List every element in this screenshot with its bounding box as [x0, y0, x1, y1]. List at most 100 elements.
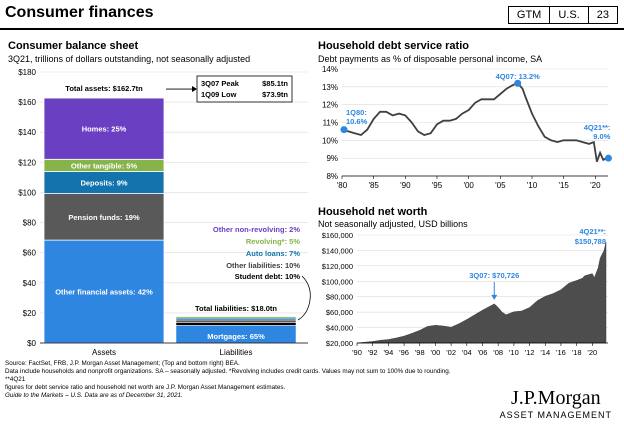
networth-peak-arrow-head: [491, 294, 498, 300]
balance-y-tick-label: $100: [18, 188, 36, 197]
debt-x-tick-label: '80: [337, 181, 348, 190]
debt-x-tick-label: '10: [527, 181, 538, 190]
balance-y-tick-label: $160: [18, 98, 36, 107]
networth-x-tick-label: '16: [556, 348, 566, 357]
networth-end-label: 4Q21**:: [579, 227, 606, 236]
debt-x-tick-label: '20: [590, 181, 601, 190]
debt-service-subtitle: Debt payments as % of disposable persona…: [318, 54, 543, 64]
asset-segment-label: Homes: 25%: [82, 125, 127, 134]
networth-x-tick-label: '92: [368, 348, 378, 357]
debt-peak-label: 4Q07: 13.2%: [496, 72, 541, 81]
data-note-2: figures for debt service ratio and house…: [5, 384, 286, 391]
peak-label: 3Q07 Peak: [201, 79, 240, 88]
networth-end-value: $150,788: [575, 237, 606, 246]
debt-end-label: 4Q21**:: [584, 123, 611, 132]
tag-page-number: 23: [588, 6, 618, 24]
peak-value: $85.1tn: [262, 79, 288, 88]
networth-y-tick-label: $140,000: [322, 246, 353, 255]
jpmorgan-logo: J.P.Morgan ASSET MANAGEMENT: [500, 387, 612, 420]
networth-x-tick-label: '08: [493, 348, 503, 357]
net-worth-area: [356, 242, 607, 344]
liability-segment-label: Revolving*: 5%: [246, 237, 301, 246]
balance-y-tick-label: $180: [18, 68, 36, 77]
liability-segment-label: Other liabilities: 10%: [226, 261, 300, 270]
header-tags: GTM U.S. 23: [507, 6, 618, 24]
tag-gtm: GTM: [507, 6, 551, 24]
debt-y-tick-label: 14%: [322, 65, 338, 74]
data-note-1: Data include households and nonprofit or…: [5, 368, 451, 383]
logo-wordmark: J.P.Morgan: [510, 387, 601, 409]
header-rule: [0, 28, 624, 30]
debt-start-value: 10.6%: [346, 117, 368, 126]
networth-x-tick-label: '90: [352, 348, 362, 357]
balance-title: Consumer balance sheet: [8, 40, 139, 52]
guide-note: Guide to the Markets – U.S. Data are as …: [5, 392, 183, 399]
debt-x-tick-label: '05: [495, 181, 506, 190]
debt-start-label: 1Q80:: [346, 108, 367, 117]
footer-notes: Source: FactSet, FRB, J.P. Morgan Asset …: [5, 360, 455, 400]
net-worth-title: Household net worth: [318, 206, 428, 218]
category-label-liabilities: Liabilities: [220, 348, 253, 357]
peak-arrow-head: [192, 86, 197, 93]
liability-bracket: [297, 275, 311, 321]
debt-y-tick-label: 11%: [323, 119, 338, 128]
networth-y-tick-label: $120,000: [322, 262, 353, 271]
liability-mortgages-label: Mortgages: 65%: [207, 332, 265, 341]
page-title: Consumer finances: [5, 4, 154, 21]
networth-y-tick-label: $100,000: [322, 277, 353, 286]
debt-x-tick-label: '15: [558, 181, 569, 190]
balance-y-tick-label: $60: [23, 249, 37, 258]
liability-segment-label: Other non-revolving: 2%: [213, 225, 300, 234]
debt-y-tick-label: 12%: [322, 101, 338, 110]
debt-x-tick-label: '90: [400, 181, 411, 190]
liability-segment: [175, 322, 297, 326]
liability-segment: [175, 317, 297, 321]
low-label: 1Q09 Low: [201, 90, 237, 99]
networth-y-tick-label: $40,000: [326, 324, 353, 333]
tag-region: U.S.: [550, 6, 589, 24]
debt-x-tick-label: '95: [432, 181, 443, 190]
networth-x-tick-label: '94: [383, 348, 393, 357]
balance-y-tick-label: $120: [18, 158, 36, 167]
networth-x-tick-label: '04: [462, 348, 472, 357]
total-assets-label: Total assets: $162.7tn: [65, 84, 143, 93]
networth-x-tick-label: '20: [587, 348, 597, 357]
balance-y-tick-label: $140: [18, 128, 36, 137]
networth-x-tick-label: '02: [446, 348, 456, 357]
asset-segment-label: Other financial assets: 42%: [55, 288, 153, 297]
networth-x-tick-label: '96: [399, 348, 409, 357]
networth-y-tick-label: $60,000: [326, 308, 353, 317]
liability-segment-label: Student debt: 10%: [235, 272, 301, 281]
networth-x-tick-label: '18: [572, 348, 582, 357]
networth-x-tick-label: '12: [525, 348, 535, 357]
networth-y-tick-label: $20,000: [326, 339, 353, 348]
debt-y-tick-label: 10%: [322, 136, 338, 145]
balance-y-tick-label: $0: [27, 339, 36, 348]
asset-segment: [43, 239, 165, 344]
balance-y-tick-label: $20: [23, 309, 37, 318]
networth-y-tick-label: $80,000: [326, 293, 353, 302]
debt-service-line: [341, 82, 607, 163]
debt-end-value: 9.0%: [593, 132, 610, 141]
debt-service-title: Household debt service ratio: [318, 40, 469, 52]
debt-x-tick-label: '85: [368, 181, 379, 190]
net-worth-subtitle: Not seasonally adjusted, USD billions: [318, 219, 468, 229]
peak-low-box: [196, 75, 293, 103]
debt-y-tick-label: 8%: [326, 172, 338, 181]
debt-x-tick-label: '00: [463, 181, 474, 190]
networth-peak-label: 3Q07: $70,726: [469, 271, 519, 280]
category-label-assets: Assets: [92, 348, 116, 357]
networth-x-tick-label: '06: [478, 348, 488, 357]
total-liabilities-label: Total liabilities: $18.0tn: [195, 304, 277, 313]
low-value: $73.9tn: [262, 90, 288, 99]
debt-y-tick-label: 9%: [326, 154, 338, 163]
networth-x-tick-label: '98: [415, 348, 425, 357]
liability-segment: [175, 315, 297, 317]
debt-end-marker: [604, 154, 612, 162]
debt-y-tick-label: 13%: [322, 83, 338, 92]
asset-segment-label: Pension funds: 19%: [68, 213, 140, 222]
balance-y-tick-label: $80: [23, 219, 37, 228]
networth-x-tick-label: '00: [431, 348, 441, 357]
liability-segment: [175, 319, 297, 323]
